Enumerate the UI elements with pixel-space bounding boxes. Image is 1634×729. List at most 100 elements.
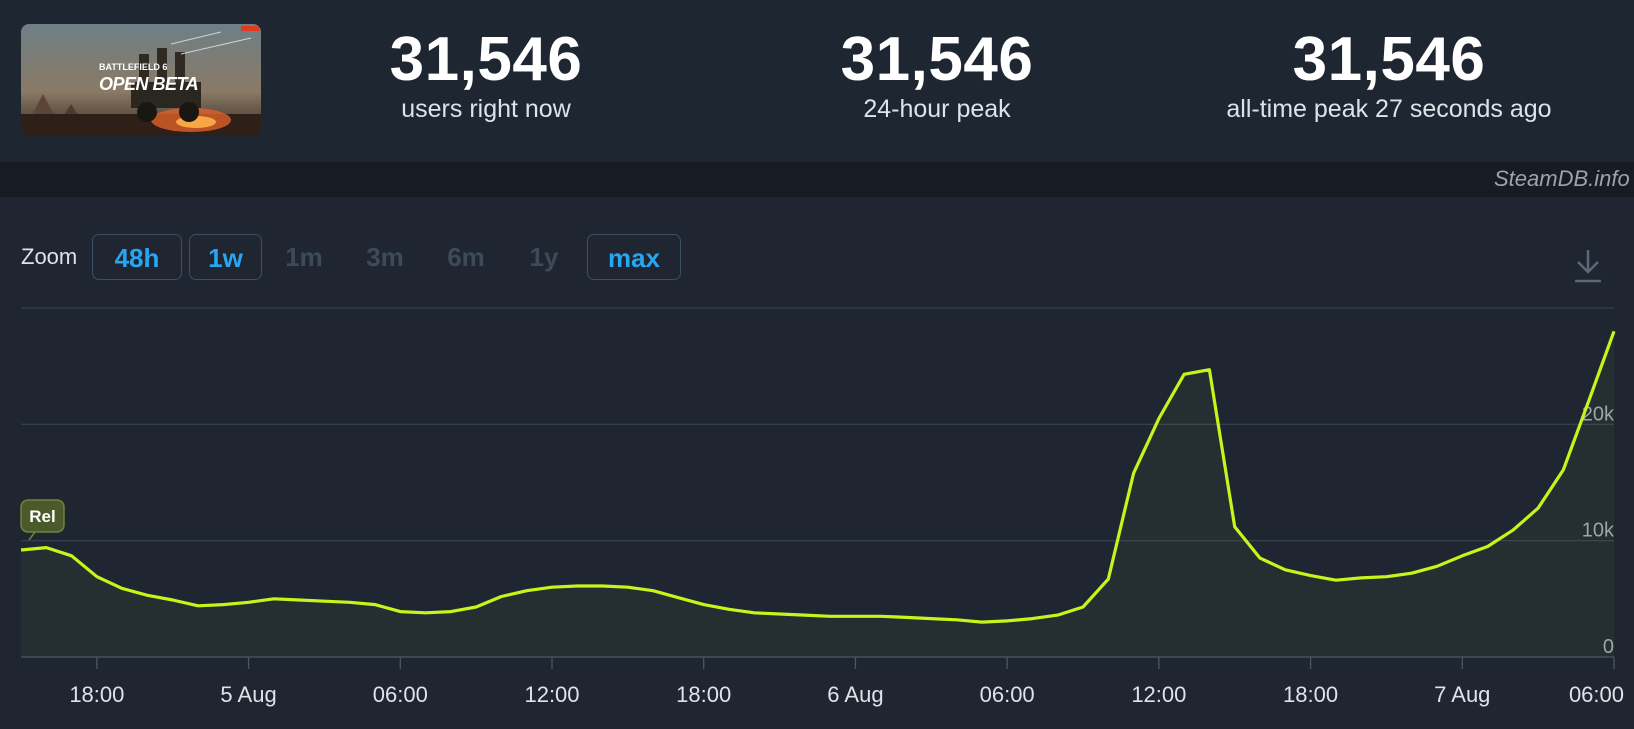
- data-point: [1006, 620, 1008, 622]
- game-thumbnail-image: [21, 24, 261, 136]
- x-tick-label: 18:00: [676, 682, 731, 707]
- data-point: [1259, 557, 1261, 559]
- data-point: [273, 598, 275, 600]
- zoom-button-max[interactable]: max: [587, 234, 681, 280]
- data-point: [1208, 369, 1210, 371]
- data-point: [323, 600, 325, 602]
- release-flag-pointer: [28, 531, 36, 541]
- stat-24h-peak: 31,546 24-hour peak: [727, 24, 1147, 124]
- stat-value: 31,546: [389, 25, 583, 94]
- data-point: [627, 586, 629, 588]
- data-point: [1411, 572, 1413, 574]
- x-tick-label: 06:00: [980, 682, 1035, 707]
- x-tick-label: 12:00: [1131, 682, 1186, 707]
- data-point: [96, 576, 98, 578]
- data-point: [1158, 417, 1160, 419]
- thumbnail-title-big: OPEN BETA: [99, 74, 199, 94]
- data-point: [652, 590, 654, 592]
- data-point: [475, 606, 477, 608]
- data-point: [753, 612, 755, 614]
- x-tick-label: 6 Aug: [827, 682, 883, 707]
- y-tick-label: 10k: [1582, 520, 1615, 542]
- zoom-button-1y[interactable]: 1y: [529, 242, 559, 272]
- stat-users-now: 31,546 users right now: [276, 24, 696, 124]
- x-tick-label: 06:00: [373, 682, 428, 707]
- y-tick-label: 20k: [1582, 403, 1615, 425]
- data-point: [399, 610, 401, 612]
- y-tick-label: 0: [1603, 636, 1614, 658]
- data-point: [930, 617, 932, 619]
- data-point: [880, 615, 882, 617]
- data-point: [804, 614, 806, 616]
- x-tick-label: 5 Aug: [220, 682, 276, 707]
- release-flag-label: Rel: [29, 507, 55, 526]
- header-divider-band: [0, 162, 1634, 197]
- game-thumbnail[interactable]: BATTLEFIELD 6 OPEN BETA: [21, 24, 261, 136]
- zoom-button-1m[interactable]: 1m: [285, 242, 323, 272]
- data-point: [146, 594, 148, 596]
- data-point: [1132, 472, 1134, 474]
- release-flag: [20, 499, 65, 533]
- data-point: [728, 608, 730, 610]
- data-point: [172, 599, 174, 601]
- chart-panel: [0, 197, 1634, 729]
- zoom-button-1w[interactable]: 1w: [189, 234, 262, 280]
- data-point: [349, 601, 351, 603]
- data-point: [121, 587, 123, 589]
- zoom-button-3m[interactable]: 3m: [366, 242, 404, 272]
- data-point: [576, 585, 578, 587]
- data-point: [500, 595, 502, 597]
- data-point: [374, 603, 376, 605]
- data-point: [551, 586, 553, 588]
- data-point: [450, 610, 452, 612]
- x-tick-label: 06:00: [1569, 682, 1624, 707]
- data-point: [703, 603, 705, 605]
- data-point: [677, 597, 679, 599]
- data-point: [1107, 578, 1109, 580]
- x-tick-label: 18:00: [69, 682, 124, 707]
- data-point: [1461, 555, 1463, 557]
- data-point: [1335, 579, 1337, 581]
- zoom-button-6m[interactable]: 6m: [447, 242, 485, 272]
- zoom-label: Zoom: [21, 244, 78, 269]
- data-point: [1057, 614, 1059, 616]
- x-tick-label: 12:00: [524, 682, 579, 707]
- data-point: [1537, 507, 1539, 509]
- data-point: [955, 619, 957, 621]
- series-area: [21, 331, 1614, 657]
- data-point: [1562, 469, 1564, 471]
- download-icon[interactable]: [1573, 248, 1603, 284]
- data-point: [298, 599, 300, 601]
- zoom-button-48h[interactable]: 48h: [92, 234, 182, 280]
- data-point: [829, 615, 831, 617]
- data-point: [1082, 606, 1084, 608]
- data-point: [1385, 576, 1387, 578]
- data-point: [854, 615, 856, 617]
- data-point: [981, 621, 983, 623]
- data-point: [1183, 373, 1185, 375]
- data-point: [20, 549, 22, 551]
- data-point: [526, 590, 528, 592]
- data-point: [197, 605, 199, 607]
- data-point: [1284, 569, 1286, 571]
- data-point: [1309, 574, 1311, 576]
- data-point: [778, 613, 780, 615]
- stat-value: 31,546: [840, 25, 1034, 94]
- data-point: [1234, 526, 1236, 528]
- data-point: [601, 585, 603, 587]
- stat-label: 24-hour peak: [863, 95, 1011, 123]
- series-line: [20, 330, 1616, 624]
- stat-label: all-time peak 27 seconds ago: [1226, 95, 1552, 123]
- data-point: [1512, 529, 1514, 531]
- stat-value: 31,546: [1292, 25, 1486, 94]
- data-point: [247, 601, 249, 603]
- data-point: [70, 555, 72, 557]
- data-point: [1613, 330, 1615, 332]
- data-point: [1031, 617, 1033, 619]
- data-point: [1360, 577, 1362, 579]
- data-point: [1588, 400, 1590, 402]
- data-point: [45, 546, 47, 548]
- steamdb-credit[interactable]: SteamDB.info: [1494, 166, 1630, 191]
- x-tick-label: 18:00: [1283, 682, 1338, 707]
- data-point: [424, 612, 426, 614]
